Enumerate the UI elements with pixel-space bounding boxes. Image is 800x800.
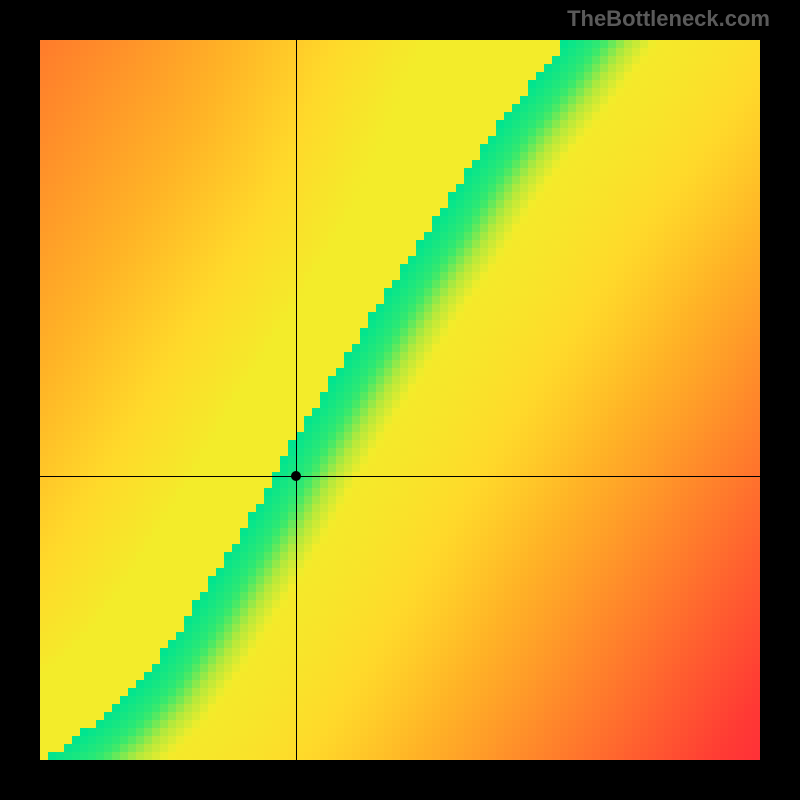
watermark-text: TheBottleneck.com <box>567 6 770 32</box>
heatmap-plot <box>40 40 760 760</box>
crosshair-vertical <box>296 40 297 760</box>
crosshair-marker <box>291 471 301 481</box>
crosshair-horizontal <box>40 476 760 477</box>
heatmap-canvas <box>40 40 760 760</box>
